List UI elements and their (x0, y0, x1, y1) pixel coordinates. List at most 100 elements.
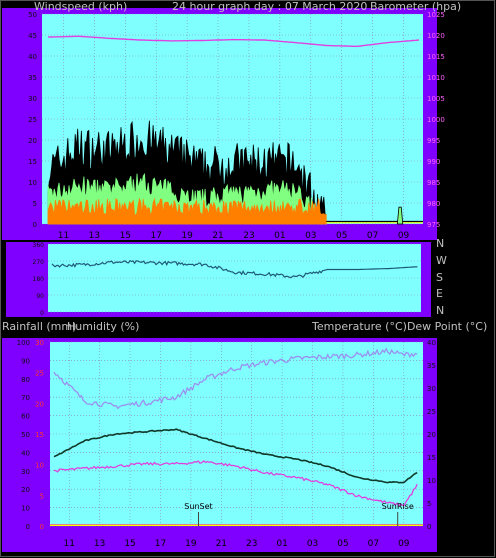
compass-label-n: N (436, 304, 444, 317)
temperature-y-tick-label: 25 (427, 408, 436, 416)
wind-y-tick-label: 50 (28, 11, 37, 19)
temperature-y-tick-label: 30 (427, 385, 436, 393)
compass-label-e: E (436, 287, 443, 300)
direction-y-tick-label: 360 (33, 242, 45, 249)
humidity-y-tick-label: 30 (21, 468, 30, 476)
temperature-y-tick-label: 0 (427, 523, 431, 531)
compass-label-w: W (436, 254, 447, 267)
wind-y-tick-label: 25 (28, 116, 37, 124)
humidity-y-tick-label: 60 (21, 413, 30, 421)
barometer-y-tick-label: 975 (427, 221, 440, 229)
wind-y-tick-label: 5 (33, 200, 37, 208)
direction-series (51, 259, 418, 279)
humidity-y-axis: 0 10 20 30 40 50 60 70 80 90 100 (17, 339, 30, 531)
rainfall-y-tick-label: 15 (35, 431, 44, 439)
humidity-y-tick-label: 10 (21, 505, 30, 513)
wind-series (47, 35, 423, 226)
wind-y-tick-label: 20 (28, 137, 37, 145)
windspeed-axis-label: Windspeed (kph) (34, 0, 127, 13)
temp-x-tick-label: 17 (155, 539, 166, 549)
wind-x-tick-label: 05 (336, 231, 347, 241)
temp-x-tick-label: 07 (368, 539, 379, 549)
barometer-y-tick-label: 1005 (427, 95, 445, 103)
temp-x-tick-label: 21 (216, 539, 227, 549)
wind-x-tick-label: 21 (212, 231, 223, 241)
temp-x-tick-label: 13 (94, 539, 105, 549)
sunrise-label: SunRise (382, 502, 414, 511)
wind-x-tick-label: 23 (243, 231, 254, 241)
temperature-y-tick-label: 5 (427, 500, 431, 508)
barometer-y-tick-label: 980 (427, 200, 440, 208)
temperature-axis-label: Temperature (°C)Dew Point (°C) (311, 320, 487, 333)
humidity-axis-label: Humidity (%) (67, 320, 139, 333)
temperature-y-tick-label: 35 (427, 362, 436, 370)
humidity-y-tick-label: 70 (21, 394, 30, 402)
direction-y-tick-label: 90 (36, 293, 44, 300)
humidity-y-tick-label: 90 (21, 357, 30, 365)
humidity-y-tick-label: 50 (21, 431, 30, 439)
barometer-y-tick-label: 985 (427, 179, 440, 187)
temp-x-tick-label: 15 (124, 539, 135, 549)
barometer-y-tick-label: 995 (427, 137, 440, 145)
direction-y-tick-label: 270 (33, 259, 45, 266)
temp-x-tick-label: 03 (307, 539, 318, 549)
barometer-series-line (47, 35, 420, 47)
wind-x-tick-label: 09 (398, 231, 410, 241)
humidity-y-tick-label: 100 (17, 339, 30, 347)
rainfall-y-tick-label: 30 (35, 339, 44, 347)
barometer-y-tick-label: 1015 (427, 53, 445, 61)
humidity-y-tick-label: 0 (26, 523, 30, 531)
temperature-series-line (53, 428, 418, 484)
barometer-y-tick-label: 1010 (427, 74, 445, 82)
wind-x-axis: 11 13 15 17 19 21 23 01 03 05 07 09 (58, 231, 410, 241)
temp-x-axis: 11 13 15 17 19 21 23 01 03 05 07 09 (63, 539, 409, 549)
temp-x-tick-label: 19 (185, 539, 197, 549)
temp-x-tick-label: 23 (246, 539, 257, 549)
wind-y-tick-label: 45 (28, 32, 37, 40)
sun-markers: SunSet SunRise (184, 502, 414, 526)
humidity-series-line (53, 347, 418, 410)
direction-y-axis: 0 90 180 270 360 (33, 242, 45, 317)
wind-x-tick-label: 19 (181, 231, 193, 241)
barometer-axis-label: Barometer (hpa) (370, 0, 461, 13)
humidity-y-tick-label: 40 (21, 449, 30, 457)
chart-title: 24 hour graph day : 07 March 2020 (172, 0, 367, 13)
barometer-y-tick-label: 1025 (427, 11, 445, 19)
rainfall-y-tick-label: 25 (35, 370, 44, 378)
wind-x-tick-label: 03 (305, 231, 316, 241)
rainfall-y-axis: 0 5 10 15 20 25 30 (35, 339, 44, 531)
wind-y-axis: 0 5 10 15 20 25 30 35 40 45 50 (28, 11, 37, 229)
compass-label-s: S (436, 271, 443, 284)
temperature-y-tick-label: 20 (427, 431, 436, 439)
direction-y-tick-label: 180 (33, 276, 45, 283)
temp-x-tick-label: 01 (276, 539, 287, 549)
barometer-y-axis: 975 980 985 990 995 1000 1005 1010 1015 1020 1025 (427, 11, 445, 229)
wind-x-tick-label: 15 (120, 231, 131, 241)
compass-label-n: N (436, 237, 444, 250)
wind-y-tick-label: 15 (28, 158, 37, 166)
wind-y-tick-label: 40 (28, 53, 37, 61)
wind-y-tick-label: 0 (33, 221, 37, 229)
barometer-y-tick-label: 1000 (427, 116, 445, 124)
barometer-y-tick-label: 1020 (427, 32, 445, 40)
temp-x-tick-label: 09 (398, 539, 410, 549)
rainfall-axis-label: Rainfall (mm) (2, 320, 76, 333)
direction-y-tick-label: 0 (40, 310, 44, 317)
temp-series (50, 347, 423, 526)
wind-y-tick-label: 30 (28, 95, 37, 103)
direction-grid (48, 243, 421, 313)
temp-x-tick-label: 11 (63, 539, 74, 549)
wind-x-tick-label: 13 (89, 231, 100, 241)
wind-y-tick-label: 35 (28, 74, 37, 82)
rainfall-y-tick-label: 20 (35, 400, 44, 408)
wind-blip (396, 206, 404, 225)
temperature-y-tick-label: 15 (427, 454, 436, 462)
wind-x-tick-label: 07 (367, 231, 378, 241)
rainfall-y-tick-label: 10 (35, 462, 44, 470)
temperature-y-tick-label: 40 (427, 339, 436, 347)
rainfall-y-tick-label: 0 (40, 523, 44, 531)
